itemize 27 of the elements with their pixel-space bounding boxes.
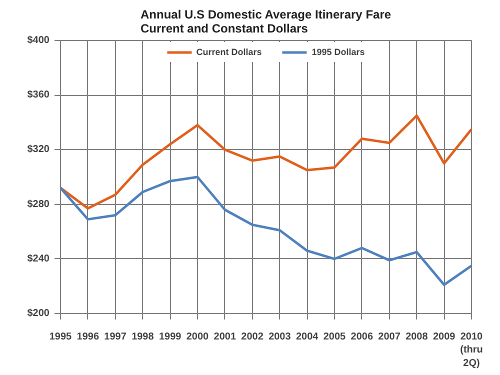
x-tick-label: 1996 — [76, 332, 100, 342]
x-tick-label: 2010 (thru 2Q) — [460, 332, 484, 369]
x-tick-label: 2001 — [214, 332, 236, 342]
y-tick-label: $360 — [27, 90, 50, 101]
x-tick-label: 2000 — [186, 332, 210, 342]
x-tick-label: 2006 — [350, 332, 374, 342]
x-tick-label: 2005 — [323, 332, 346, 342]
x-tick-label: 2002 — [241, 332, 264, 342]
x-tick-label: 2009 — [432, 332, 456, 342]
y-tick-label: $320 — [27, 144, 50, 156]
x-tick-label: 2003 — [268, 332, 292, 342]
x-tick-label: 2004 — [296, 332, 319, 342]
x-tick-label: 1997 — [104, 332, 127, 342]
y-tick-label: $240 — [27, 253, 50, 264]
legend-label: Current Dollars — [196, 47, 262, 57]
x-tick-label: 1998 — [132, 332, 154, 342]
x-tick-label: 2007 — [378, 332, 401, 342]
legend-label: 1995 Dollars — [312, 47, 365, 57]
y-tick-label: $200 — [27, 308, 50, 319]
y-tick-label: $280 — [27, 198, 50, 210]
y-tick-label: $400 — [27, 35, 50, 46]
x-tick-label: 1999 — [158, 332, 182, 342]
x-tick-label: 2008 — [406, 332, 428, 342]
line-series — [60, 176, 472, 286]
line-series — [60, 114, 472, 210]
chart-title: Annual U.S Domestic Average Itinerary Fare Current and Constant Dollars — [140, 8, 392, 36]
x-tick-label: 1995 — [49, 332, 72, 342]
